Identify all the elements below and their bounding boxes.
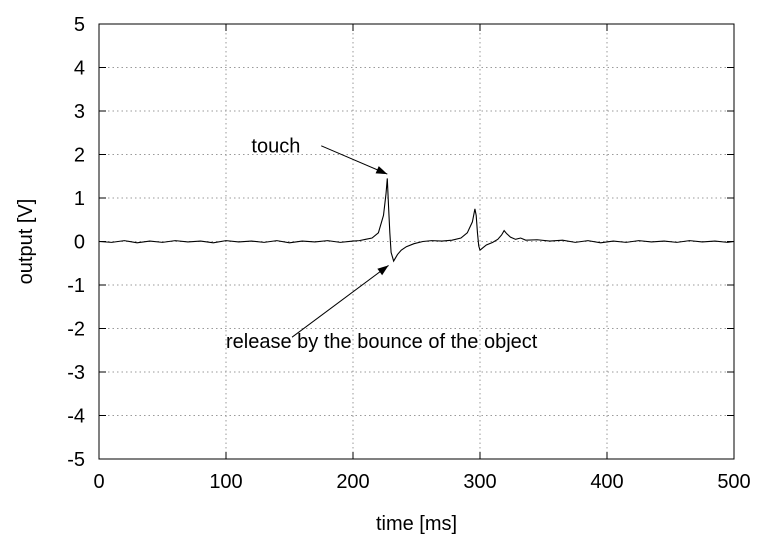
y-tick-label: 1 (74, 188, 85, 210)
y-tick-label: 5 (74, 14, 85, 36)
x-axis-label: time [ms] (376, 513, 457, 535)
y-axis-label: output [V] (15, 199, 37, 285)
x-tick-label: 500 (717, 471, 750, 493)
y-tick-label: -3 (67, 362, 85, 384)
y-tick-label: -5 (67, 449, 85, 471)
touch-annotation: touch (251, 135, 300, 157)
y-tick-label: 0 (74, 232, 85, 254)
touch-arrowhead (375, 166, 388, 175)
y-tick-label: -2 (67, 319, 85, 341)
x-tick-label: 300 (463, 471, 496, 493)
x-tick-label: 200 (336, 471, 369, 493)
x-tick-label: 400 (590, 471, 623, 493)
axis-ticks: 0 100 200 300 400 500 -5 -4 -3 -2 -1 0 1 2 3 4 5 (67, 14, 750, 493)
y-tick-label: 2 (74, 145, 85, 167)
touch-arrow (321, 145, 388, 175)
signal-line (98, 178, 735, 263)
y-tick-label: 4 (74, 58, 85, 80)
y-tick-label: 3 (74, 101, 85, 123)
x-tick-label: 100 (209, 471, 242, 493)
annotations: touch release by the bounce of the objec… (226, 135, 538, 353)
release-annotation: release by the bounce of the object (226, 331, 538, 353)
y-tick-label: -4 (67, 406, 85, 428)
release-arrow (291, 265, 389, 338)
release-arrowhead (377, 265, 389, 276)
y-tick-label: -1 (67, 275, 85, 297)
x-tick-label: 0 (93, 471, 104, 493)
